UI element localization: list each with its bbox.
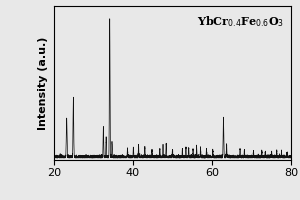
Text: YbCr$_{0.4}$Fe$_{0.6}$O$_3$: YbCr$_{0.4}$Fe$_{0.6}$O$_3$ [197, 14, 284, 29]
Y-axis label: Intensity (a.u.): Intensity (a.u.) [38, 36, 48, 130]
